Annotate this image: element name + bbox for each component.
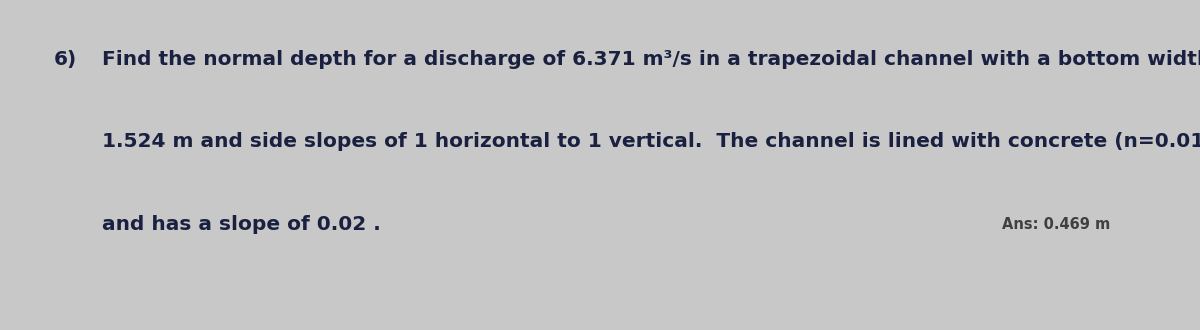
Text: 6): 6) [54, 50, 77, 69]
Text: Find the normal depth for a discharge of 6.371 m³/s in a trapezoidal channel wit: Find the normal depth for a discharge of… [102, 50, 1200, 69]
Text: and has a slope of 0.02 .: and has a slope of 0.02 . [102, 215, 380, 234]
Text: 1.524 m and side slopes of 1 horizontal to 1 vertical.  The channel is lined wit: 1.524 m and side slopes of 1 horizontal … [102, 132, 1200, 151]
Text: Ans: 0.469 m: Ans: 0.469 m [1002, 217, 1110, 232]
